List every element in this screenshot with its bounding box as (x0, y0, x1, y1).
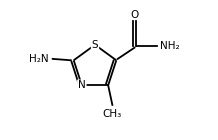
Text: H₂N: H₂N (29, 54, 48, 64)
Text: NH₂: NH₂ (160, 41, 179, 51)
Text: O: O (131, 10, 139, 20)
Text: S: S (92, 40, 98, 50)
Text: N: N (78, 80, 86, 90)
Text: CH₃: CH₃ (103, 109, 122, 119)
